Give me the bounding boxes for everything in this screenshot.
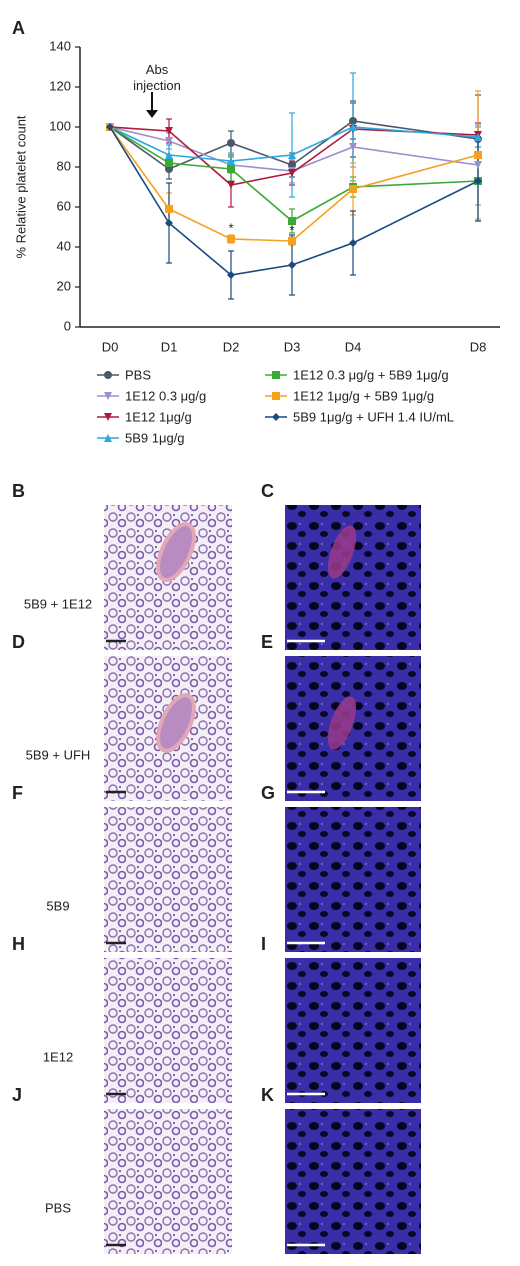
series-line (109, 126, 479, 172)
legend-label: 5B9 1μg/g + UFH 1.4 IU/mL (293, 409, 454, 424)
point (165, 137, 173, 145)
panel-label: E (261, 632, 273, 652)
vessel-signal (327, 696, 357, 750)
point (288, 261, 296, 269)
y-tick-label: 100 (49, 118, 71, 133)
x-tick-label: D4 (345, 339, 362, 354)
panel-caption: PBS (45, 1200, 71, 1215)
significance-mark: * (289, 222, 294, 237)
fluorescence-image (285, 807, 421, 952)
legend-label: PBS (125, 367, 151, 382)
fluorescence-image (285, 1109, 421, 1254)
point (227, 271, 235, 279)
panel-label: A (12, 18, 25, 38)
series-line (109, 126, 479, 186)
annotation-line: Abs (146, 62, 169, 77)
series-line (109, 126, 479, 242)
line-chart: 0 20 40 60 80 100 120 140 % Relative platelet co… (13, 38, 500, 445)
point (165, 205, 173, 213)
point (349, 239, 357, 247)
x-tick-label: D2 (223, 339, 240, 354)
arrow-head (146, 110, 158, 118)
point (474, 133, 482, 141)
panel-label: C (261, 481, 274, 501)
panel-caption: 5B9 + 1E12 (24, 596, 92, 611)
point (165, 151, 173, 159)
point (227, 157, 235, 165)
point (165, 127, 173, 135)
panel-label: K (261, 1085, 274, 1105)
point (165, 219, 173, 227)
vessel (156, 522, 196, 582)
y-axis-label: % Relative platelet count (13, 115, 28, 258)
panel-label: H (12, 934, 25, 954)
point (474, 161, 482, 169)
legend-marker (104, 413, 112, 421)
y-tick-label: 20 (57, 278, 71, 293)
panel-label: J (12, 1085, 22, 1105)
legend-marker (104, 434, 112, 442)
fluorescence-image (285, 656, 421, 801)
point (474, 151, 482, 159)
panel-caption: 5B9 (46, 898, 69, 913)
point (227, 165, 235, 173)
point (227, 235, 235, 243)
series-line (109, 126, 479, 276)
panel-caption: 1E12 (43, 1049, 73, 1064)
point (227, 181, 235, 189)
fluorescence-image (285, 958, 421, 1103)
legend-marker (104, 371, 112, 379)
x-tick-label: D0 (102, 339, 119, 354)
annotation-line: injection (133, 78, 181, 93)
vessel-signal (327, 525, 357, 579)
x-tick-label: D3 (284, 339, 301, 354)
series-line (109, 120, 479, 170)
vessel (156, 693, 196, 753)
y-tick-label: 120 (49, 78, 71, 93)
legend-label: 5B9 1μg/g (125, 430, 185, 445)
y-tick-label: 80 (57, 158, 71, 173)
y-tick-label: 60 (57, 198, 71, 213)
point (165, 159, 173, 167)
point (106, 123, 114, 131)
legend-label: 1E12 0.3 μg/g (125, 388, 206, 403)
histology-image (104, 807, 232, 952)
x-tick-label: D8 (470, 339, 487, 354)
point (349, 143, 357, 151)
panel-label: I (261, 934, 266, 954)
series-line (109, 126, 479, 162)
point (288, 217, 296, 225)
point (288, 169, 296, 177)
y-tick-label: 140 (49, 38, 71, 53)
legend-label: 1E12 0.3 μg/g + 5B9 1μg/g (293, 367, 449, 382)
panel-label: B (12, 481, 25, 501)
point (288, 151, 296, 159)
legend-marker (272, 413, 280, 421)
point (288, 237, 296, 245)
significance-mark: * (228, 220, 233, 235)
panel-caption: 5B9 + UFH (26, 747, 91, 762)
point (349, 117, 357, 125)
x-tick-label: D1 (161, 339, 178, 354)
point (349, 185, 357, 193)
legend-label: 1E12 1μg/g (125, 409, 192, 424)
panel-label: G (261, 783, 275, 803)
series-line (109, 126, 479, 222)
panel-label: D (12, 632, 25, 652)
histology-image (104, 1109, 232, 1254)
point (227, 139, 235, 147)
legend-label: 1E12 1μg/g + 5B9 1μg/g (293, 388, 434, 403)
legend-marker (104, 392, 112, 400)
y-tick-label: 0 (64, 318, 71, 333)
point (474, 177, 482, 185)
point (349, 123, 357, 131)
panel-label: F (12, 783, 23, 803)
histology-image (104, 958, 232, 1103)
annotation: Abs injection (133, 62, 181, 93)
legend-marker (272, 392, 280, 400)
image-panels: B 5B9 + 1E12 C D 5B9 + UFH E F 5B9 G H 1E12 I J PBS K (12, 481, 421, 1254)
y-tick-label: 40 (57, 238, 71, 253)
legend-marker (272, 371, 280, 379)
